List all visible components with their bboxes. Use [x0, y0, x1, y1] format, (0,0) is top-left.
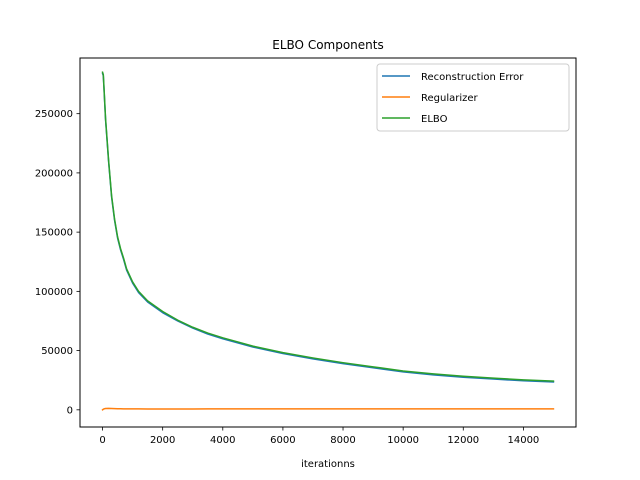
x-tick-label: 12000: [447, 435, 479, 446]
x-axis-label: iterationns: [301, 459, 355, 470]
x-tick-label: 14000: [507, 435, 539, 446]
y-tick-label: 200000: [35, 168, 73, 179]
legend-box: [376, 63, 570, 132]
series-line-elbo: [101, 71, 555, 382]
y-tick-label: 0: [67, 405, 73, 416]
chart-title: ELBO Components: [272, 38, 383, 52]
y-tick-label: 50000: [41, 346, 73, 357]
x-tick-label: 6000: [270, 435, 295, 446]
x-tick-label: 4000: [210, 435, 235, 446]
legend-label: Regularizer: [421, 93, 479, 104]
axis-ticks: 0 2000 4000 6000 8000 10000 12000 14000 0 50000 10…: [35, 109, 539, 446]
y-tick-label: 250000: [35, 109, 73, 120]
y-tick-label: 100000: [35, 287, 73, 298]
x-tick-label: 2000: [150, 435, 175, 446]
x-tick-label: 0: [99, 435, 105, 446]
series-line-regularizer: [101, 407, 555, 411]
x-tick-label: 8000: [330, 435, 355, 446]
plot-frame: [79, 57, 577, 428]
legend-label: ELBO: [421, 114, 448, 125]
legend-label: Reconstruction Error: [421, 72, 524, 83]
legend: Reconstruction Error Regularizer ELBO: [376, 63, 570, 132]
y-tick-label: 150000: [35, 228, 73, 239]
x-tick-label: 10000: [387, 435, 419, 446]
